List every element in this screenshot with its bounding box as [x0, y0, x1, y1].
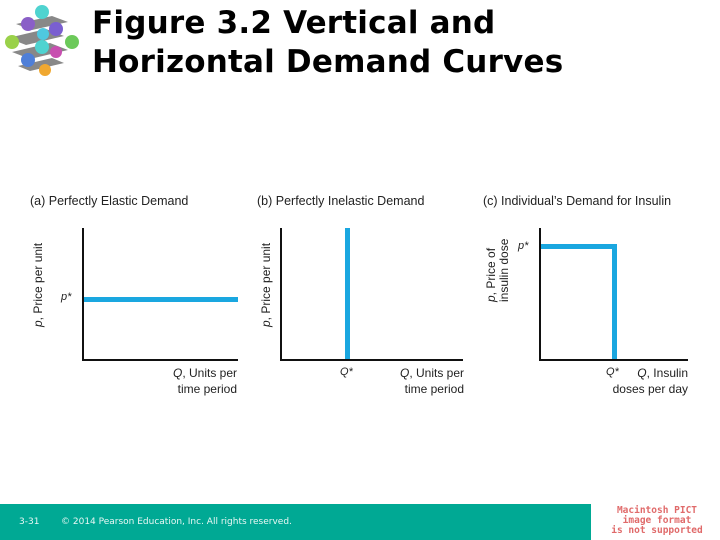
panel-b-title: (b) Perfectly Inelastic Demand: [257, 194, 425, 208]
panel-b-xlabel-text: , Units per: [409, 366, 464, 380]
panel-c-ytick-pstar: p*: [518, 240, 529, 252]
panel-c-ylabel-line2: insulin dose: [497, 238, 511, 302]
panel-b-xtick-qstar: Q*: [340, 366, 353, 378]
panel-b-xlabel-line1: Q, Units per: [400, 365, 464, 381]
panel-b-y-axis: [280, 228, 282, 361]
panel-a-xlabel-line2: time period: [177, 382, 237, 396]
panel-a-xlabel-line1: Q, Units per: [173, 365, 237, 381]
panel-b-ylabel-var: p: [259, 320, 273, 327]
panel-b-x-axis: [280, 359, 463, 361]
panel-a-ylabel-var: p: [31, 320, 45, 327]
panel-c-xlabel-line1: Q, Insulin: [613, 365, 688, 381]
panel-c-xlabel: Q, Insulin doses per day: [613, 365, 688, 397]
panel-a-demand-curve: [84, 297, 238, 302]
title-line-1: Figure 3.2 Vertical and: [92, 5, 496, 41]
copyright-text: © 2014 Pearson Education, Inc. All right…: [61, 517, 292, 527]
page-title: Figure 3.2 Vertical and Horizontal Deman…: [92, 4, 563, 82]
panel-c-ylabel-text: , Price of: [484, 247, 498, 296]
panel-c-ylabel: p, Price of insulin dose: [484, 238, 511, 302]
panel-a-ylabel: p, Price per unit: [31, 242, 45, 327]
panel-b-xlabel-var: Q: [399, 366, 410, 380]
panel-b-ylabel: p, Price per unit: [259, 242, 273, 327]
panel-b-demand-curve: [345, 228, 350, 359]
panel-b-xlabel: Q, Units per time period: [400, 365, 464, 397]
panel-c-demand-vertical: [612, 244, 617, 359]
panel-b-xlabel-line2: time period: [404, 382, 464, 396]
pict-line-1: Macintosh PICT: [616, 505, 698, 516]
panel-c-y-axis: [539, 228, 541, 361]
panel-a-title: (a) Perfectly Elastic Demand: [30, 194, 189, 208]
panel-a-xlabel-text: , Units per: [182, 366, 237, 380]
pict-line-2: image format: [622, 515, 692, 526]
panel-a-xlabel-var: Q: [172, 366, 183, 380]
panel-c-x-axis: [539, 359, 688, 361]
panel-c-title: (c) Individual’s Demand for Insulin: [483, 194, 672, 208]
panel-c-ylabel-var: p: [484, 295, 498, 302]
panel-c-demand-horizontal: [541, 244, 617, 249]
slide-number: 3-31: [19, 517, 40, 527]
unsupported-image-placeholder: Macintosh PICT image format is not suppo…: [594, 506, 720, 540]
panel-c-xlabel-line2: doses per day: [612, 382, 688, 396]
panel-a-ytick-pstar: p*: [61, 291, 72, 303]
panel-a-ylabel-text: , Price per unit: [31, 242, 45, 321]
title-line-2: Horizontal Demand Curves: [92, 44, 564, 80]
panel-c-xtick-qstar: Q*: [606, 366, 619, 378]
panel-a-x-axis: [82, 359, 238, 361]
panel-c-xlabel-var: Q: [637, 366, 647, 380]
pict-line-3: is not supported: [611, 525, 703, 536]
panel-a-y-axis: [82, 228, 84, 361]
footer-bar: 3-31 © 2014 Pearson Education, Inc. All …: [0, 504, 591, 540]
glass-spheres-logo-icon: [5, 5, 79, 76]
panel-b-ylabel-text: , Price per unit: [259, 242, 273, 321]
panel-c-xlabel-text: , Insulin: [646, 366, 688, 380]
panel-a-xlabel: Q, Units per time period: [173, 365, 237, 397]
